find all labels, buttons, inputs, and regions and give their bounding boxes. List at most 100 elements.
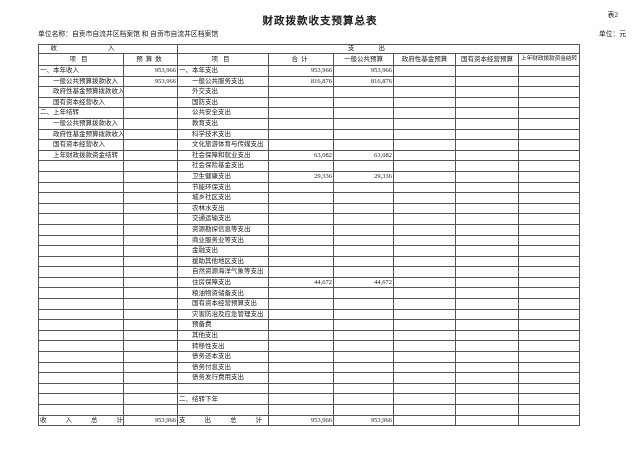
table-row: 资源勘探信息等支出: [38, 223, 581, 236]
expense-total-cell: [268, 308, 334, 321]
table-row: 卫生健康支出 29,336 29,336: [38, 170, 581, 183]
col-total: 合计: [268, 53, 334, 66]
state-capital-budget-cell: [455, 245, 519, 257]
gov-fund-budget-cell: [393, 340, 456, 353]
expense-item-cell: 科学技术支出: [177, 128, 269, 141]
table-row: 一、本年收入 953,966 一、本年支出 953,966 953,966: [38, 65, 581, 77]
col-state-capital-budget: 国有资本经营预算: [455, 53, 519, 66]
gov-fund-budget-cell: [393, 266, 456, 278]
state-capital-budget-cell: [455, 107, 519, 119]
general-public-budget-cell: [333, 361, 394, 374]
general-public-budget-cell: [333, 96, 394, 109]
income-value-cell: [123, 128, 178, 141]
gov-fund-budget-cell: [393, 86, 456, 98]
gov-fund-budget-cell: [393, 149, 456, 162]
col-income-item: 项目: [38, 53, 124, 66]
column-header-row: 项目 预算数 项目 合计 一般公共预算 政府性基金预算 国有资本经营预算 上年财…: [38, 53, 581, 66]
income-total-value: 953,966: [123, 414, 178, 427]
expense-item-cell: 转移性支出: [177, 340, 269, 353]
income-value-cell: [123, 117, 178, 130]
table-row: 国有资本经营收入 文化旅游体育与传媒支出: [38, 139, 581, 151]
income-value-cell: [123, 213, 178, 225]
table-row: 灾害防治及应急管理支出: [38, 308, 581, 321]
meta-row: 单位名称：自贡市自流井区档案馆 和 自贡市自流井区档案馆 单位：元: [38, 28, 626, 38]
general-public-budget-cell: [333, 255, 394, 268]
gov-fund-budget-cell: [393, 75, 456, 88]
prev-year-carryover-cell: [517, 372, 581, 384]
general-public-budget-cell: 63,082: [333, 149, 394, 162]
prev-year-carryover-cell: [517, 340, 581, 353]
expense-total-cell: [268, 245, 334, 257]
expense-total-cell: [268, 139, 334, 151]
expense-item-cell: 教育支出: [177, 117, 269, 130]
income-value-cell: 953,966: [123, 65, 178, 77]
gov-fund-budget-cell: [393, 181, 456, 194]
expense-item-cell: 外交支出: [177, 86, 269, 98]
state-capital-budget-cell: [455, 298, 519, 310]
expense-item-cell: 援助其他地区支出: [177, 255, 269, 268]
general-public-budget-cell: [333, 340, 394, 353]
income-item-cell: [38, 223, 124, 236]
general-public-budget-cell: [333, 382, 394, 395]
expense-item-cell: 农林水支出: [177, 202, 269, 215]
table-row: 一般公共预算拨款收入 953,966 一般公共服务支出 816,876 816,876: [38, 75, 581, 88]
gov-fund-budget-cell: [393, 298, 456, 310]
expense-total-cell: [268, 213, 334, 225]
table-row: 债务发行费用支出: [38, 372, 581, 384]
general-public-budget-cell: [333, 202, 394, 215]
state-capital-budget-cell: [455, 128, 519, 141]
income-value-cell: 953,966: [123, 75, 178, 88]
col-expense-item: 项目: [177, 53, 269, 66]
income-value-cell: [123, 245, 178, 257]
gov-fund-budget-cell: [393, 65, 456, 77]
table-row: 国有资本经营预算支出: [38, 298, 581, 310]
income-value-cell: [123, 382, 178, 395]
table-row: 社会保险基金支出: [38, 160, 581, 172]
empty-cell: [517, 414, 581, 427]
income-item-cell: [38, 287, 124, 300]
gov-fund-budget-cell: [393, 170, 456, 183]
income-value-cell: [123, 298, 178, 310]
expense-total-cell: [268, 202, 334, 215]
prev-year-carryover-cell: [517, 223, 581, 236]
table-body: 一、本年收入 953,966 一、本年支出 953,966 953,966 一般公共预算拨…: [38, 65, 581, 416]
general-public-budget-cell: [333, 181, 394, 194]
unit-name-label: 单位名称：自贡市自流井区档案馆 和 自贡市自流井区档案馆: [38, 31, 219, 38]
expense-total-cell: [268, 107, 334, 119]
state-capital-budget-cell: [455, 308, 519, 321]
table-row: 城乡社区支出: [38, 192, 581, 204]
expense-total-cell: 63,082: [268, 149, 334, 162]
gov-fund-budget-cell: [393, 160, 456, 172]
income-item-cell: [38, 160, 124, 172]
state-capital-budget-cell: [455, 75, 519, 88]
prev-year-carryover-cell: [517, 65, 581, 77]
prev-year-carryover-cell: [517, 107, 581, 119]
expense-total-cell: [268, 192, 334, 204]
expense-item-cell: 粮油物资储备支出: [177, 287, 269, 300]
expense-total-cell: [268, 160, 334, 172]
income-item-cell: [38, 266, 124, 278]
state-capital-budget-cell: [455, 96, 519, 109]
table-row: 债务付息支出: [38, 361, 581, 374]
prev-year-carryover-cell: [517, 139, 581, 151]
expense-total-cell: [268, 340, 334, 353]
gov-fund-budget-cell: [393, 139, 456, 151]
income-item-cell: 国有资本经营收入: [38, 139, 124, 151]
income-value-cell: [123, 160, 178, 172]
income-item-cell: [38, 382, 124, 395]
general-public-budget-cell: [333, 298, 394, 310]
gov-fund-budget-cell: [393, 128, 456, 141]
expense-item-cell: 债务还本支出: [177, 351, 269, 363]
table-row: 债务还本支出: [38, 351, 581, 363]
expense-total-cell: [268, 223, 334, 236]
gov-fund-budget-cell: [393, 202, 456, 215]
income-item-cell: [38, 255, 124, 268]
expense-total-cell: [268, 96, 334, 109]
expense-item-cell: 金融支出: [177, 245, 269, 257]
table-row: 一般公共预算拨款收入 教育支出: [38, 117, 581, 130]
gov-fund-budget-cell: [393, 255, 456, 268]
general-public-budget-cell: [333, 128, 394, 141]
page-title: 财政拨款收支预算总表: [262, 16, 378, 27]
sheet-number: 表2: [607, 11, 619, 19]
expense-item-cell: 自然资源海洋气象等支出: [177, 266, 269, 278]
